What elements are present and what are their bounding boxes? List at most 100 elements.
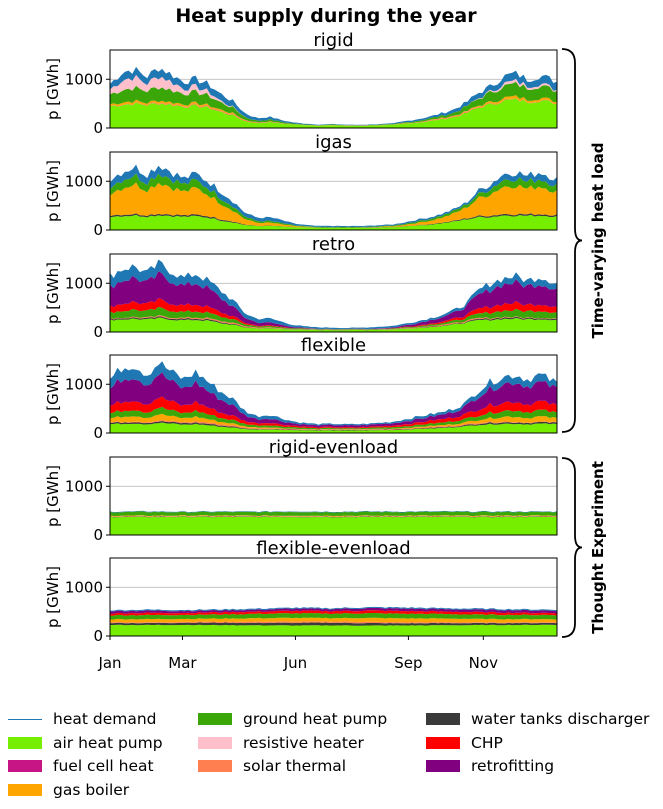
legend-item-resistive-heater: resistive heater: [198, 732, 364, 754]
legend-label: air heat pump: [53, 733, 163, 752]
y-axis-label: p [GWh]: [44, 160, 62, 222]
group-label: Time-varying heat load: [589, 143, 607, 339]
panel-frame: [109, 557, 558, 637]
legend-label: solar thermal: [243, 757, 347, 775]
y-tick-label: 1000: [65, 70, 103, 88]
x-tick-label: Sep: [394, 654, 422, 672]
x-tick-label: Jan: [97, 654, 121, 672]
group-brace: [561, 48, 583, 433]
legend-swatch: [426, 736, 460, 749]
y-tick-label: 0: [93, 221, 103, 239]
stack-area-retrofitting: [110, 271, 557, 330]
legend-swatch: [8, 736, 42, 749]
stack-area-ground-heat-pump: [110, 511, 557, 517]
stack-area-air-heat-pump: [110, 624, 557, 636]
y-tick-label: 1000: [65, 375, 103, 393]
legend-item-ground-heat-pump: ground heat pump: [198, 708, 387, 730]
stack-area-ground-heat-pump: [110, 612, 557, 620]
stack-area-ground-heat-pump: [110, 306, 557, 330]
stack-area-air-heat-pump: [110, 422, 557, 433]
legend-label: retrofitting: [471, 757, 555, 775]
stack-area-retrofitting: [110, 372, 557, 428]
y-tick-label: 0: [93, 323, 103, 341]
legend-label: heat demand: [53, 710, 157, 728]
stack-area-ground-heat-pump: [110, 81, 557, 126]
legend-swatch: [8, 783, 42, 796]
legend-label: fuel cell heat: [53, 757, 154, 775]
y-tick-label: 0: [93, 627, 103, 645]
panel-title: flexible-evenload: [256, 538, 410, 559]
x-axis: Jan Mar Jun Sep Nov: [97, 636, 498, 672]
legend-item-heat-demand: heat demand: [8, 708, 157, 730]
panel-title: igas: [315, 132, 352, 153]
stack-area-gas-boiler: [110, 182, 557, 228]
group-brace: [561, 457, 583, 638]
panel-frame: [109, 354, 558, 434]
legend-item-gas-boiler: gas boiler: [8, 779, 129, 801]
legend-item-air-heat-pump: air heat pump: [8, 732, 163, 754]
stack-area-ground-heat-pump: [110, 173, 557, 228]
stack-area-air-heat-pump: [110, 516, 557, 535]
heat-supply-figure: Heat supply during the year rigid01000p …: [44, 5, 607, 672]
legend-swatch: [8, 760, 42, 772]
legend-item-retrofitting: retrofitting: [426, 755, 554, 777]
legend-label: resistive heater: [243, 733, 364, 752]
y-axis-label: p [GWh]: [44, 262, 62, 324]
y-tick-label: 1000: [65, 172, 103, 190]
stack-area-heat-demand: [110, 606, 557, 612]
stack-area-retrofitting: [110, 607, 557, 614]
panel-frame: [109, 456, 558, 536]
stack-area-solar-thermal: [110, 515, 557, 518]
legend-swatch: [198, 736, 232, 749]
stack-area-CHP: [110, 298, 557, 330]
stack-area-water-tanks-discharger: [110, 516, 557, 518]
legend-item-fuel-cell-heat: fuel cell heat: [8, 755, 154, 777]
y-tick-label: 0: [93, 119, 103, 137]
legend-swatch: [198, 760, 232, 772]
x-tick-label: Nov: [469, 654, 498, 672]
legend-swatch: [198, 713, 232, 725]
panel-frame: [109, 49, 558, 129]
legend-label: ground heat pump: [243, 710, 388, 728]
legend-label: water tanks discharger: [471, 710, 650, 728]
x-tick-label: Mar: [168, 654, 197, 672]
legend-swatch: [8, 718, 42, 720]
panel-frame: [109, 151, 558, 231]
stack-area-gas-boiler: [110, 515, 557, 517]
legend-item-solar-thermal: solar thermal: [198, 755, 346, 777]
panel-title: rigid-evenload: [269, 437, 398, 458]
legend-label: CHP: [471, 733, 503, 752]
legend-item-water-tanks-discharger: water tanks discharger: [426, 708, 649, 730]
panel-title: retro: [312, 234, 355, 255]
panel-frame: [109, 253, 558, 333]
stack-area-heat-demand: [110, 66, 557, 126]
legend-swatch: [426, 713, 460, 725]
stack-area-heat-demand: [110, 510, 557, 513]
group-label: Thought Experiment: [589, 461, 607, 634]
y-tick-label: 0: [93, 424, 103, 442]
y-axis-label: p [GWh]: [44, 363, 62, 425]
stack-area-heat-demand: [110, 361, 557, 426]
stack-area-solar-thermal: [110, 621, 557, 624]
stack-area-solar-thermal: [110, 97, 557, 126]
y-axis-label: p [GWh]: [44, 58, 62, 120]
stack-area-gas-boiler: [110, 413, 557, 430]
legend: heat demand ground heat pump water tanks d…: [8, 708, 663, 804]
stack-area-gas-boiler: [110, 617, 557, 623]
legend-label: gas boiler: [53, 780, 130, 799]
stack-area-gas-boiler: [110, 95, 557, 126]
legend-swatch: [426, 760, 460, 772]
legend-item-CHP: CHP: [426, 732, 503, 754]
y-tick-label: 1000: [65, 274, 103, 292]
panel-title: flexible: [301, 335, 366, 356]
stack-area-air-heat-pump: [110, 317, 557, 332]
stack-area-air-heat-pump: [110, 98, 557, 128]
y-axis-label: p [GWh]: [44, 566, 62, 628]
y-tick-label: 0: [93, 526, 103, 544]
